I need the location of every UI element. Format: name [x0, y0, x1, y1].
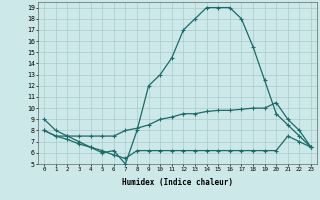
X-axis label: Humidex (Indice chaleur): Humidex (Indice chaleur) [122, 178, 233, 187]
